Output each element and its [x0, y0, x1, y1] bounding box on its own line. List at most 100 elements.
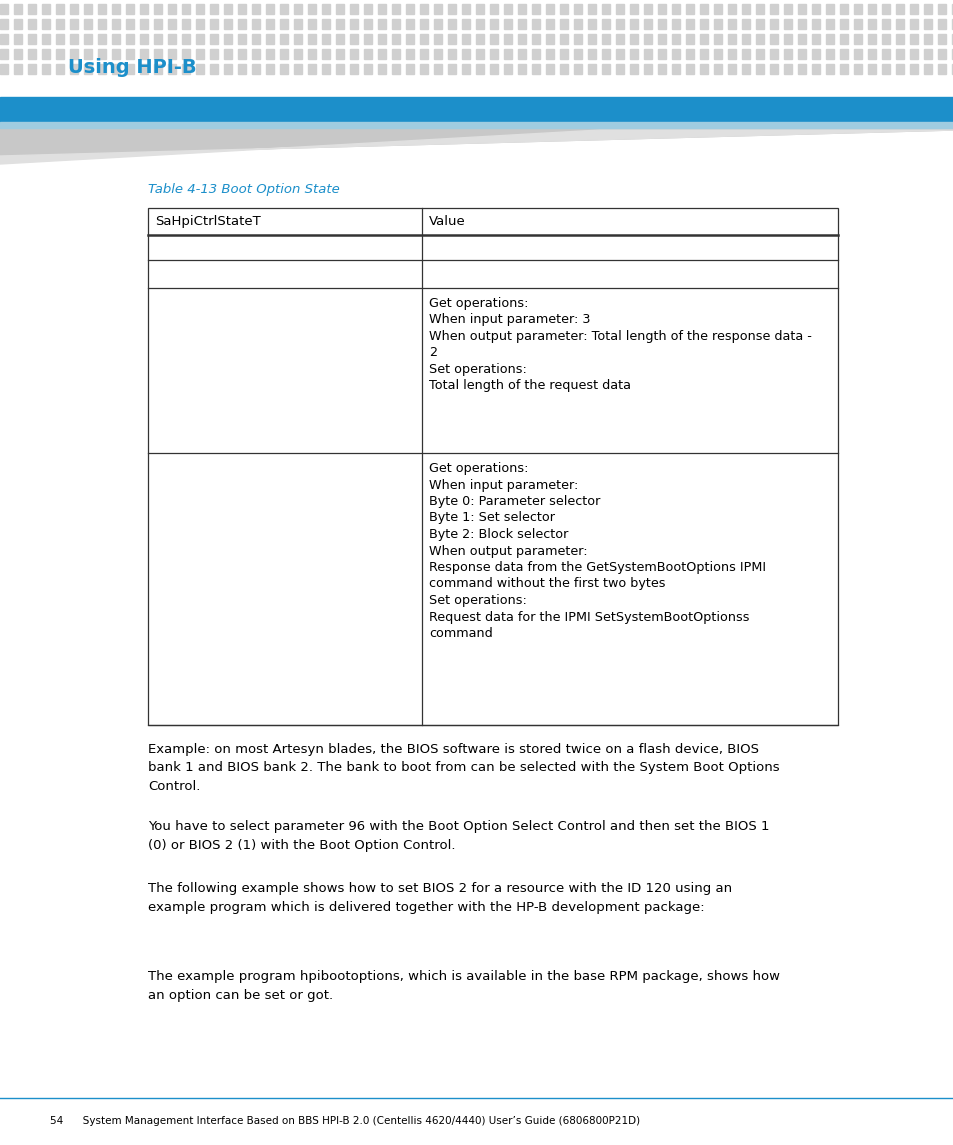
Bar: [112, 3, 120, 14]
Bar: [909, 64, 917, 74]
Text: You have to select parameter 96 with the Boot Option Select Control and then set: You have to select parameter 96 with the…: [148, 820, 769, 852]
Bar: [350, 64, 357, 74]
Bar: [0, 19, 8, 29]
Bar: [56, 34, 64, 44]
Bar: [700, 19, 707, 29]
Bar: [419, 49, 428, 60]
Bar: [350, 19, 357, 29]
Bar: [741, 19, 749, 29]
Text: Request data for the IPMI SetSystemBootOptionss: Request data for the IPMI SetSystemBootO…: [429, 610, 749, 624]
Bar: [867, 3, 875, 14]
Text: When input parameter: 3: When input parameter: 3: [429, 314, 590, 326]
Text: The example program hpibootoptions, which is available in the base RPM package, : The example program hpibootoptions, whic…: [148, 970, 780, 1002]
Bar: [461, 34, 470, 44]
Bar: [224, 64, 232, 74]
Bar: [308, 49, 315, 60]
Bar: [0, 123, 953, 128]
Bar: [601, 64, 609, 74]
Bar: [825, 19, 833, 29]
Bar: [559, 3, 567, 14]
Bar: [112, 49, 120, 60]
Bar: [923, 3, 931, 14]
Bar: [532, 49, 539, 60]
Bar: [713, 3, 721, 14]
Bar: [923, 64, 931, 74]
Bar: [909, 3, 917, 14]
Bar: [448, 3, 456, 14]
Bar: [853, 64, 862, 74]
Bar: [797, 34, 805, 44]
Bar: [476, 64, 483, 74]
Bar: [182, 19, 190, 29]
Bar: [685, 49, 693, 60]
Bar: [853, 19, 862, 29]
Bar: [811, 49, 820, 60]
Bar: [741, 49, 749, 60]
Bar: [168, 64, 175, 74]
Bar: [713, 64, 721, 74]
Bar: [70, 19, 78, 29]
Bar: [70, 3, 78, 14]
Bar: [377, 64, 386, 74]
Bar: [629, 64, 638, 74]
Bar: [853, 34, 862, 44]
Bar: [909, 34, 917, 44]
Text: command without the first two bytes: command without the first two bytes: [429, 577, 665, 591]
Bar: [797, 19, 805, 29]
Bar: [377, 34, 386, 44]
Bar: [419, 34, 428, 44]
Bar: [14, 34, 22, 44]
Bar: [713, 34, 721, 44]
Bar: [923, 49, 931, 60]
Bar: [419, 3, 428, 14]
Bar: [574, 34, 581, 44]
Bar: [168, 3, 175, 14]
Bar: [601, 19, 609, 29]
Bar: [503, 3, 512, 14]
Bar: [517, 49, 525, 60]
Bar: [364, 19, 372, 29]
Bar: [937, 3, 945, 14]
Bar: [461, 3, 470, 14]
Bar: [559, 34, 567, 44]
Bar: [350, 34, 357, 44]
Bar: [882, 34, 889, 44]
Bar: [503, 19, 512, 29]
Text: Set operations:: Set operations:: [429, 363, 526, 376]
Bar: [322, 49, 330, 60]
Text: Example: on most Artesyn blades, the BIOS software is stored twice on a flash de: Example: on most Artesyn blades, the BIO…: [148, 743, 779, 793]
Bar: [406, 64, 414, 74]
Bar: [224, 49, 232, 60]
Bar: [14, 19, 22, 29]
Bar: [377, 3, 386, 14]
Bar: [882, 49, 889, 60]
Bar: [112, 34, 120, 44]
Bar: [98, 64, 106, 74]
Text: When output parameter:: When output parameter:: [429, 545, 587, 558]
Bar: [616, 19, 623, 29]
Bar: [658, 64, 665, 74]
Bar: [56, 49, 64, 60]
Bar: [195, 34, 204, 44]
Bar: [182, 64, 190, 74]
Bar: [406, 3, 414, 14]
Bar: [840, 49, 847, 60]
Bar: [923, 34, 931, 44]
Bar: [755, 34, 763, 44]
Bar: [56, 64, 64, 74]
Bar: [308, 19, 315, 29]
Bar: [741, 34, 749, 44]
Bar: [14, 64, 22, 74]
Bar: [685, 34, 693, 44]
Bar: [825, 64, 833, 74]
Bar: [769, 19, 778, 29]
Bar: [545, 19, 554, 29]
Bar: [825, 3, 833, 14]
Bar: [840, 19, 847, 29]
Bar: [364, 34, 372, 44]
Bar: [825, 34, 833, 44]
Bar: [308, 64, 315, 74]
Bar: [266, 34, 274, 44]
Bar: [182, 34, 190, 44]
Bar: [70, 49, 78, 60]
